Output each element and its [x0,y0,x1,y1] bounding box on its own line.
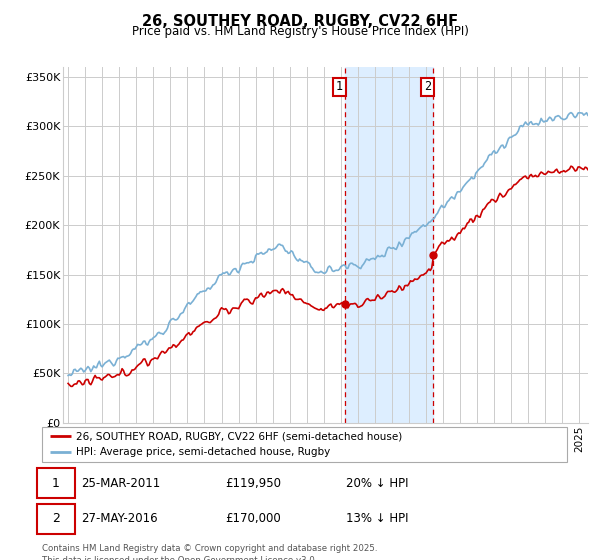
Text: 2: 2 [424,81,431,94]
Text: 1: 1 [336,81,343,94]
Text: 25-MAR-2011: 25-MAR-2011 [82,477,161,489]
Text: 27-MAY-2016: 27-MAY-2016 [82,512,158,525]
FancyBboxPatch shape [37,504,74,534]
Text: 26, SOUTHEY ROAD, RUGBY, CV22 6HF: 26, SOUTHEY ROAD, RUGBY, CV22 6HF [142,14,458,29]
Text: 2: 2 [52,512,59,525]
Text: 26, SOUTHEY ROAD, RUGBY, CV22 6HF (semi-detached house): 26, SOUTHEY ROAD, RUGBY, CV22 6HF (semi-… [76,431,403,441]
Text: Contains HM Land Registry data © Crown copyright and database right 2025.
This d: Contains HM Land Registry data © Crown c… [42,544,377,560]
Text: 1: 1 [52,477,59,489]
Text: Price paid vs. HM Land Registry's House Price Index (HPI): Price paid vs. HM Land Registry's House … [131,25,469,38]
Text: HPI: Average price, semi-detached house, Rugby: HPI: Average price, semi-detached house,… [76,447,331,458]
Text: £119,950: £119,950 [226,477,282,489]
Text: 20% ↓ HPI: 20% ↓ HPI [347,477,409,489]
Text: 13% ↓ HPI: 13% ↓ HPI [347,512,409,525]
FancyBboxPatch shape [37,468,74,498]
Bar [345,67,433,423]
Text: £170,000: £170,000 [226,512,281,525]
FancyBboxPatch shape [42,427,567,462]
